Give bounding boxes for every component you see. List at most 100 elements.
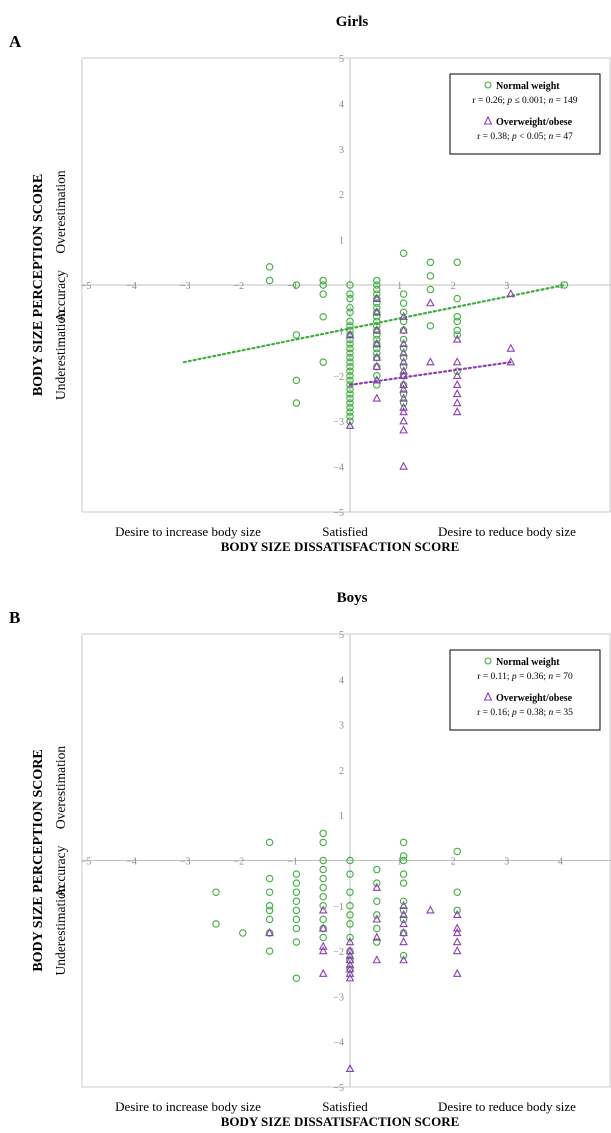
data-point-normal-weight: [346, 870, 354, 878]
data-point-overweight: [372, 307, 382, 316]
data-point-normal-weight: [399, 344, 408, 353]
panel-letter: B: [9, 608, 20, 627]
legend-marker-triangle: [483, 115, 493, 125]
x-tick-label: −4: [126, 281, 137, 292]
data-point-normal-weight: [346, 911, 354, 919]
data-point-overweight: [399, 402, 408, 411]
y-tick-label: −3: [333, 417, 344, 428]
data-point-overweight: [399, 461, 408, 470]
data-point-overweight: [399, 384, 408, 393]
x-tick-label: −3: [180, 281, 191, 292]
data-point-normal-weight: [346, 349, 354, 357]
data-point-normal-weight: [426, 285, 435, 294]
data-point-normal-weight: [346, 385, 354, 394]
data-point-overweight: [452, 928, 462, 937]
data-point-overweight: [426, 905, 435, 914]
data-point-normal-weight: [373, 299, 381, 307]
legend-stats-part: p: [511, 672, 517, 682]
data-point-normal-weight: [265, 838, 274, 847]
data-point-normal-weight: [265, 906, 274, 915]
x-axis-title: BODY SIZE DISSATISFACTION SCORE: [221, 539, 460, 554]
data-point-normal-weight: [292, 376, 301, 385]
data-point-normal-weight: [453, 906, 461, 915]
data-point-overweight: [399, 366, 408, 375]
x-tick-label: −3: [180, 857, 191, 868]
data-point-normal-weight: [346, 367, 354, 376]
data-point-normal-weight: [346, 394, 354, 403]
legend-stats-part: n: [549, 708, 554, 718]
data-point-normal-weight: [346, 390, 354, 398]
y-axis-title: BODY SIZE PERCEPTION SCORE: [31, 749, 46, 971]
data-point-normal-weight: [346, 372, 354, 380]
data-point-normal-weight: [265, 888, 274, 896]
data-point-normal-weight: [346, 399, 354, 407]
legend-stats-part: = 35: [553, 708, 573, 718]
data-point-overweight: [452, 370, 462, 379]
data-point-normal-weight: [373, 344, 381, 353]
y-side-label: Accuracy: [53, 270, 68, 322]
y-tick-label: 2: [339, 766, 344, 777]
x-tick-label: −5: [81, 857, 92, 868]
legend-stats-part: r = 0.38;: [477, 132, 512, 142]
x-category-label: Satisfied: [322, 524, 368, 539]
y-axis-title: BODY SIZE PERCEPTION SCORE: [31, 174, 46, 396]
y-side-label: Accuracy: [53, 845, 68, 897]
data-point-overweight: [452, 923, 462, 932]
data-point-overweight: [372, 393, 382, 402]
x-axis-title: BODY SIZE DISSATISFACTION SCORE: [221, 1114, 460, 1129]
data-point-normal-weight: [373, 897, 381, 906]
y-side-label: Overestimation: [53, 170, 68, 253]
y-tick-label: −1: [333, 326, 344, 337]
data-point-normal-weight: [319, 933, 327, 942]
data-point-overweight: [372, 882, 382, 891]
legend-box: [449, 649, 601, 731]
data-point-overweight: [345, 937, 355, 946]
data-point-normal-weight: [292, 924, 301, 933]
data-point-normal-weight: [346, 403, 354, 412]
data-point-overweight: [399, 357, 408, 366]
data-point-normal-weight: [292, 331, 301, 339]
data-point-overweight: [318, 946, 328, 955]
data-point-normal-weight: [239, 929, 247, 937]
data-point-normal-weight: [346, 335, 354, 344]
y-tick-label: 3: [339, 145, 344, 156]
data-point-overweight: [399, 325, 408, 334]
data-point-normal-weight: [426, 272, 435, 280]
data-point-normal-weight: [399, 915, 408, 924]
data-point-normal-weight: [319, 883, 327, 892]
data-point-normal-weight: [292, 399, 301, 407]
trendline-overweight: [348, 361, 512, 386]
data-point-overweight: [345, 950, 355, 959]
chart-panel-b: −5 −4 −3 −2 −1 1 2 3 4 −5 −4 −3 −2 −1 1 2 3 4 5 B Boys Desire…: [9, 590, 611, 1129]
legend-stats-part: n: [549, 132, 554, 142]
data-point-overweight: [399, 918, 408, 928]
data-point-overweight: [372, 914, 382, 923]
data-point-overweight: [452, 379, 462, 389]
data-point-normal-weight: [373, 290, 381, 298]
data-point-normal-weight: [373, 276, 381, 285]
x-tick-label: 4: [558, 857, 563, 868]
data-point-normal-weight: [373, 924, 381, 933]
data-point-overweight: [372, 932, 382, 941]
y-tick-label: 1: [339, 236, 344, 247]
y-tick-label: 5: [339, 630, 344, 641]
data-point-overweight: [452, 334, 462, 343]
data-point-normal-weight: [346, 308, 354, 316]
data-point-overweight: [399, 407, 408, 416]
data-point-normal-weight: [212, 888, 220, 896]
data-point-normal-weight: [346, 362, 354, 371]
data-point-normal-weight: [346, 376, 354, 385]
data-point-overweight: [372, 352, 382, 361]
data-point-normal-weight: [453, 294, 461, 303]
legend-stats-part: = 47: [553, 132, 573, 142]
data-point-normal-weight: [399, 353, 408, 362]
data-point-normal-weight: [319, 276, 327, 285]
data-point-normal-weight: [319, 902, 327, 910]
data-point-normal-weight: [346, 358, 354, 366]
data-point-overweight: [318, 923, 328, 932]
data-point-normal-weight: [346, 294, 354, 303]
data-point-normal-weight: [346, 317, 354, 326]
x-category-label: Satisfied: [322, 1099, 368, 1114]
data-point-normal-weight: [346, 344, 354, 353]
y-tick-label: 4: [339, 99, 344, 110]
